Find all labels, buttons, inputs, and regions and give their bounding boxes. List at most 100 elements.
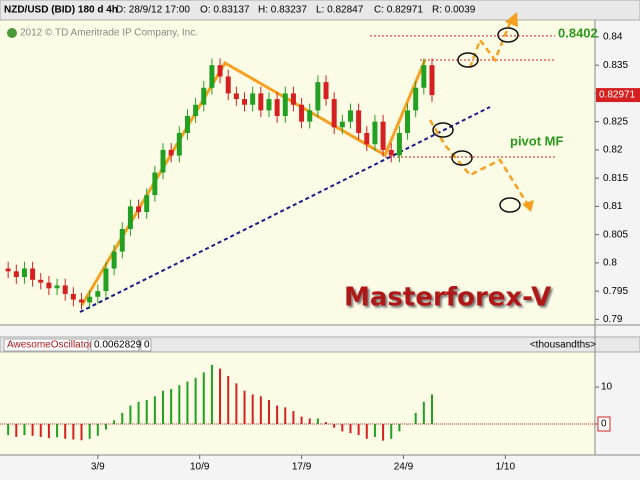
date: D: 28/9/12 17:00 <box>116 5 190 16</box>
oscillator-bar <box>341 423 344 432</box>
oscillator-bar <box>398 423 401 432</box>
pivot-label: pivot MF <box>510 133 563 148</box>
candle-body <box>250 93 256 105</box>
oscillator-bar <box>47 423 50 439</box>
candle-body <box>95 291 101 297</box>
candle-body <box>299 104 305 122</box>
zero-box <box>597 416 611 432</box>
x-tick-label: 3/9 <box>91 462 105 473</box>
oscillator-bar <box>39 423 42 437</box>
close: C: 0.82971 <box>374 5 423 16</box>
candle-body <box>184 116 190 133</box>
oscillator-bar <box>121 412 124 424</box>
oscillator-bar <box>219 368 222 424</box>
candle-body <box>168 149 174 156</box>
oscillator-bar <box>194 377 197 424</box>
y-tick-label: 0.795 <box>603 286 628 297</box>
candle-body <box>388 149 394 156</box>
oscillator-header <box>0 336 640 353</box>
candle-body <box>70 293 76 300</box>
oscillator-bar <box>357 423 360 436</box>
watermark: Masterforex-V <box>344 283 551 313</box>
marker <box>451 150 473 166</box>
open: O: 0.83137 <box>200 5 250 16</box>
oscillator-bar <box>382 423 385 441</box>
candle-body <box>331 99 337 128</box>
oscillator-bar <box>292 411 295 424</box>
oscillator-bar <box>276 405 279 424</box>
arrow-head <box>505 12 518 27</box>
candle-body <box>396 132 402 156</box>
candle-body <box>274 99 280 117</box>
trend-line <box>79 106 491 313</box>
oscillator-bar <box>186 381 189 424</box>
oscillator-bar <box>129 405 132 424</box>
oscillator-bar <box>7 423 10 436</box>
oscillator-bar <box>104 423 107 430</box>
candle-body <box>5 268 11 272</box>
oscillator-bar <box>406 423 409 425</box>
indicator-box <box>3 338 89 352</box>
oscillator-bar <box>96 423 99 436</box>
candle-body <box>233 93 239 100</box>
low: L: 0.82847 <box>316 5 364 16</box>
oscillator-bar <box>430 394 433 424</box>
candle-body <box>103 268 109 292</box>
candle-body <box>152 172 158 196</box>
oscillator-bar <box>243 390 246 424</box>
candle-body <box>46 282 52 289</box>
candle-body <box>62 285 68 294</box>
y-tick-label: 0.81 <box>603 201 623 212</box>
candle-body <box>209 65 215 88</box>
high: H: 0.83237 <box>258 5 307 16</box>
indicator-param: 0 <box>144 340 150 351</box>
oscillator-bar <box>80 423 83 441</box>
y-tick-label: 0.805 <box>603 229 628 240</box>
candle-body <box>201 87 207 105</box>
oscillator-bar <box>23 423 26 436</box>
price-tag <box>596 88 640 103</box>
y-tick-label: 0.84 <box>603 32 623 43</box>
candle-body <box>54 285 60 289</box>
price-tag-label: 0.82971 <box>599 90 636 101</box>
candle-body <box>176 132 182 156</box>
candle-body <box>127 206 133 229</box>
candle-body <box>347 110 353 122</box>
oscillator-bar <box>284 407 287 424</box>
candle-body <box>307 110 313 122</box>
candle-body <box>160 149 166 173</box>
candle-body <box>380 121 386 150</box>
y-tick-label: 0.79 <box>603 314 623 325</box>
oscillator-bar <box>422 401 425 424</box>
marker <box>497 27 519 43</box>
copyright: 2012 © TD Ameritrade IP Company, Inc. <box>20 28 198 39</box>
candle-body <box>193 104 199 117</box>
oscillator-bar <box>178 385 181 424</box>
candle-body <box>79 299 85 303</box>
candle-body <box>242 99 248 105</box>
oscillator-bar <box>15 423 18 437</box>
indicator-box <box>140 338 152 352</box>
candle-body <box>405 110 411 133</box>
range: R: 0.0039 <box>432 5 476 16</box>
oscillator-bar <box>202 372 205 424</box>
candle-body <box>339 121 345 128</box>
oscillator-bar <box>325 422 328 424</box>
candle-body <box>266 99 272 111</box>
oscillator-bar <box>373 423 376 437</box>
oscillator-bar <box>259 396 262 424</box>
oscillator-bar <box>414 412 417 424</box>
candle-body <box>364 132 370 145</box>
oscillator-bar <box>251 394 254 424</box>
candle-body <box>13 271 19 277</box>
marker <box>432 122 454 138</box>
candle-body <box>144 195 150 213</box>
oscillator-bar <box>137 401 140 424</box>
x-tick-label: 24/9 <box>394 462 414 473</box>
y-tick-label: 10 <box>601 382 613 393</box>
oscillator-bar <box>235 383 238 424</box>
candle-body <box>38 279 44 283</box>
x-tick-label: 10/9 <box>190 462 210 473</box>
oscillator-bar <box>88 423 91 439</box>
